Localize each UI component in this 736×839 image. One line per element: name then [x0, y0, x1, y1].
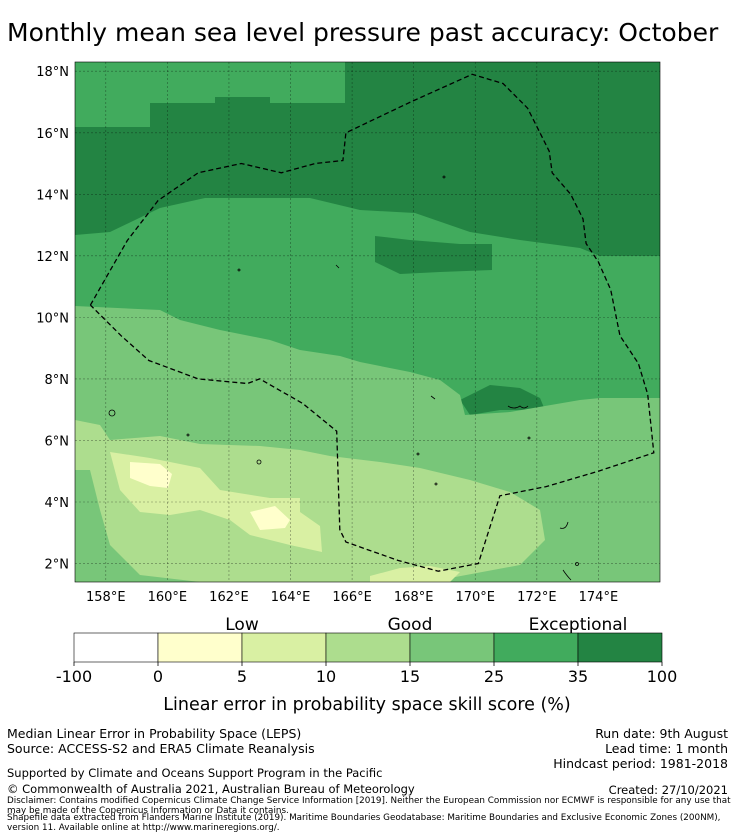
lat-tick-label: 2°N: [45, 558, 70, 573]
created-date: Created: 27/10/2021: [608, 783, 728, 797]
colorbar-tick-label: 10: [316, 667, 336, 686]
colorbar-tick-label: 5: [237, 667, 247, 686]
region-5-10-south: [370, 566, 460, 582]
region-0-5-south: [250, 506, 290, 530]
colorbar-category-label: Good: [388, 615, 433, 635]
colorbar-tick-label: 100: [647, 667, 678, 686]
colorbar-bin: [493, 632, 579, 663]
map-frame: [74, 61, 661, 583]
longitude-labels: 158°E 160°E 162°E 164°E 166°E 168°E 170°E 172°E…: [86, 590, 618, 605]
lat-tick-label: 10°N: [36, 311, 69, 326]
lat-tick-label: 4°N: [45, 496, 70, 511]
colorbar-category-label: Exceptional: [529, 615, 628, 635]
colorbar-tick-label: 25: [484, 667, 504, 686]
island: [256, 459, 262, 465]
lon-tick-label: 164°E: [271, 590, 311, 605]
lon-tick-label: 160°E: [148, 590, 188, 605]
lat-tick-label: 8°N: [45, 373, 70, 388]
colorbar-tick-label: 35: [568, 667, 588, 686]
disclaimer-text: Disclaimer: Contains modified Copernicus…: [7, 796, 731, 816]
island: [416, 452, 420, 456]
colorbar-bin: [157, 632, 243, 663]
lat-tick-label: 6°N: [45, 434, 70, 449]
lon-tick-label: 158°E: [86, 590, 126, 605]
method-text: Median Linear Error in Probability Space…: [7, 726, 302, 741]
colorbar-category-label: Low: [225, 615, 259, 635]
region-0-5: [130, 462, 172, 488]
region-exceptional-east: [460, 385, 545, 415]
colorbar-categories: Low Good Exceptional: [225, 615, 627, 635]
island: [527, 436, 531, 440]
eez-boundary: [89, 73, 655, 572]
island: [335, 264, 340, 269]
lon-tick-label: 166°E: [332, 590, 372, 605]
colorbar-bin: [325, 632, 411, 663]
island: [559, 521, 569, 529]
latitude-labels: 18°N 16°N 14°N 12°N 10°N 8°N 6°N 4°N 2°N: [36, 65, 69, 572]
skill-field: [75, 62, 660, 582]
source-text: Source: ACCESS-S2 and ERA5 Climate Reana…: [7, 741, 315, 756]
island: [575, 562, 579, 566]
shapefile-credit: Shapefile data extracted from Flanders M…: [7, 813, 721, 833]
islands: [108, 175, 579, 581]
colorbar-bin: [409, 632, 495, 663]
lat-tick-label: 16°N: [36, 127, 69, 142]
hindcast-period: Hindcast period: 1981-2018: [553, 756, 728, 771]
lon-tick-label: 168°E: [394, 590, 434, 605]
colorbar-tick-label: 15: [400, 667, 420, 686]
island: [108, 409, 116, 417]
island: [442, 175, 446, 179]
region-exceptional-central: [375, 236, 492, 274]
island: [237, 268, 241, 272]
lon-tick-label: 174°E: [579, 590, 619, 605]
lon-tick-label: 170°E: [455, 590, 495, 605]
colorbar-bin: [577, 632, 663, 663]
lat-tick-label: 14°N: [36, 188, 69, 203]
region-10-15: [75, 420, 545, 582]
lon-tick-label: 162°E: [209, 590, 249, 605]
island: [562, 569, 572, 581]
island: [434, 482, 438, 486]
colorbar: [73, 632, 663, 663]
island: [507, 405, 529, 409]
island: [186, 433, 190, 437]
lat-tick-label: 18°N: [36, 65, 69, 80]
support-text: Supported by Climate and Oceans Support …: [7, 766, 383, 780]
copyright-text: © Commonwealth of Australia 2021, Austra…: [7, 782, 415, 796]
colorbar-tick-label: 0: [153, 667, 163, 686]
page-title: Monthly mean sea level pressure past acc…: [7, 18, 719, 47]
colorbar-label: Linear error in probability space skill …: [163, 695, 571, 715]
region-exceptional-north: [75, 62, 660, 256]
colorbar-tick-label: -100: [56, 667, 92, 686]
island: [430, 395, 436, 400]
lead-time: Lead time: 1 month: [605, 741, 728, 756]
colorbar-bin: [241, 632, 327, 663]
lat-tick-label: 12°N: [36, 250, 69, 265]
run-date: Run date: 9th August: [595, 726, 728, 741]
lon-tick-label: 172°E: [517, 590, 557, 605]
colorbar-tick-labels: -100 0 5 10 15 25 35 100: [56, 662, 677, 686]
colorbar-bin: [73, 632, 159, 663]
gridlines: [75, 62, 660, 582]
